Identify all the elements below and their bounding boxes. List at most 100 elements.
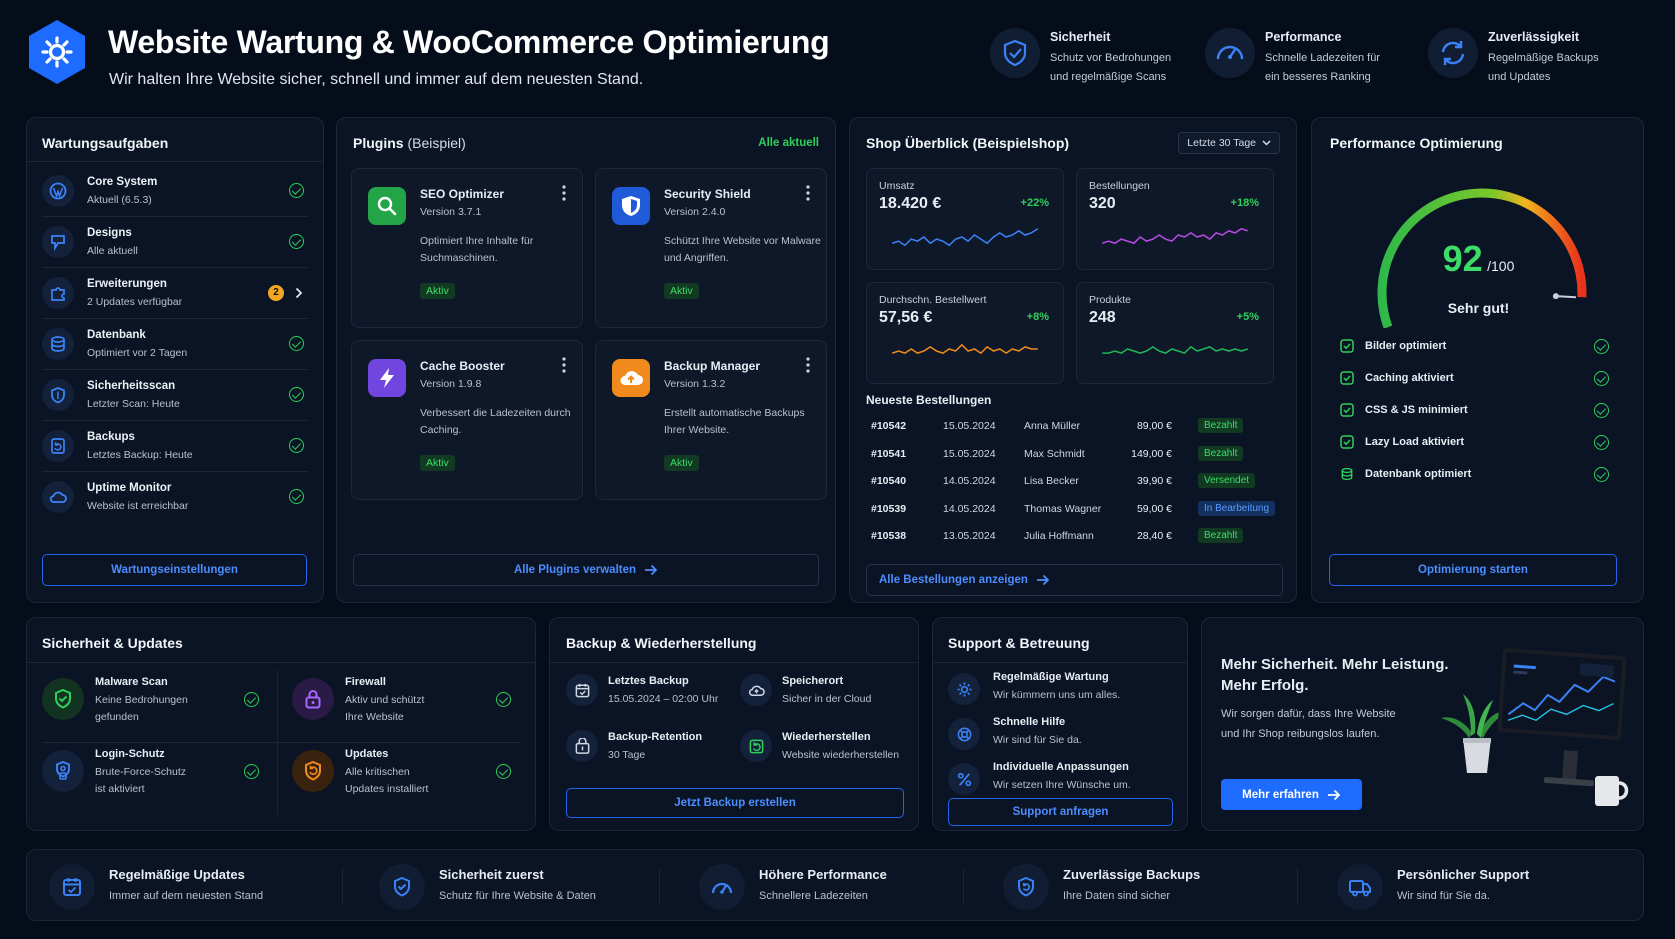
perf-item: CSS & JS minimiert [1312,401,1645,421]
more-menu-icon[interactable] [806,185,810,201]
check-icon [1594,467,1609,482]
user-lock-icon [42,750,84,792]
plugin-card[interactable]: Security Shield Version 2.4.0 Schützt Ih… [595,168,827,328]
support-item: Schnelle Hilfe Wir sind für Sie da. [948,713,1178,755]
plugin-description: Schützt Ihre Website vor Malware und Ang… [664,235,821,264]
feature-sicherheit: Sicherheit Schutz vor Bedrohungen und re… [990,26,1200,90]
backup-title: Backup & Wiederherstellung [566,635,757,651]
perf-item: Caching aktiviert [1312,369,1645,389]
button-label: Wartungseinstellungen [111,564,238,576]
promo-card: Mehr Sicherheit. Mehr Leistung. Mehr Erf… [1201,617,1644,831]
task-subtitle: Letzter Scan: Heute [87,398,180,410]
stat-change: +5% [1236,311,1259,323]
lock-icon [292,678,334,720]
check-icon [496,764,511,779]
shield-icon [612,187,650,225]
speedometer-icon [1205,28,1255,78]
lightning-icon [368,359,406,397]
security-item-sub: Alle kritischen [345,766,410,778]
plugin-name: Cache Booster [420,359,505,373]
sparkline [891,228,1039,247]
button-label: Jetzt Backup erstellen [674,797,796,809]
plugin-name: Security Shield [664,187,751,201]
plugins-title-suffix: (Beispiel) [407,135,466,151]
app-logo [26,18,88,86]
order-id: #10540 [871,475,907,487]
stat-value: 18.420 € [879,195,942,212]
security-card: Sicherheit & Updates Malware Scan Keine B… [26,617,536,831]
backup-item: Backup-Retention 30 Tage [566,728,736,774]
order-amount: 59,00 € [1136,502,1172,515]
performance-rating: Sehr gut! [1447,300,1510,316]
task-subtitle: Website ist erreichbar [87,500,189,512]
stat-value: 57,56 € [879,309,933,326]
score-max: /100 [1487,258,1515,274]
more-menu-icon[interactable] [806,357,810,373]
task-subtitle: Optimiert vor 2 Tagen [87,347,188,359]
wordpress-icon [42,175,74,207]
security-item-sub: Updates installiert [345,783,429,795]
footer-feature: Zuverlässige Backups Ihre Daten sind sich… [1003,860,1283,912]
footer-title: Persönlicher Support [1397,867,1530,882]
task-item[interactable]: Uptime Monitor Website ist erreichbar [27,472,323,523]
more-menu-icon[interactable] [562,357,566,373]
support-item: Regelmäßige Wartung Wir kümmern uns um al… [948,668,1178,710]
feature-line: Schutz vor Bedrohungen [1050,52,1172,64]
more-menu-icon[interactable] [562,185,566,201]
check-icon [289,336,304,351]
checkbox-icon [1340,403,1354,417]
task-item[interactable]: Core System Aktuell (6.5.3) [27,166,323,217]
all-orders-button[interactable]: Alle Bestellungen anzeigen [866,564,1283,596]
update-icon [292,750,334,792]
stat-label: Bestellungen [1089,180,1150,192]
order-row[interactable]: #10542 15.05.2024 Anna Müller 89,00 € Bezahl… [866,416,1283,438]
learn-more-button[interactable]: Mehr erfahren [1221,779,1362,810]
plugin-status-badge: Aktiv [420,455,455,471]
perf-item-label: Datenbank optimiert [1365,468,1472,480]
stat-label: Produkte [1089,294,1132,306]
date-range-select[interactable]: Letzte 30 Tage [1178,132,1280,154]
plugin-card[interactable]: Cache Booster Version 1.9.8 Verbessert d… [351,340,583,500]
gear-icon [948,673,980,705]
order-row[interactable]: #10539 14.05.2024 Thomas Wagner 59,00 € In B… [866,499,1283,521]
feature-line: und regelmäßige Scans [1050,71,1167,83]
backup-item-title: Wiederherstellen [782,731,871,743]
feature-performance: Performance Schnelle Ladezeiten für ein … [1205,26,1415,90]
performance-title: Performance Optimierung [1330,135,1503,151]
check-icon [289,387,304,402]
support-request-button[interactable]: Support anfragen [948,798,1173,826]
task-item[interactable]: Backups Letztes Backup: Heute [27,421,323,472]
plugins-status: Alle aktuell [758,137,819,149]
order-row[interactable]: #10541 15.05.2024 Max Schmidt 149,00 € Bezah… [866,444,1283,466]
order-row[interactable]: #10540 14.05.2024 Lisa Becker 39,90 € Versen… [866,471,1283,493]
security-item: Malware Scan Keine Bedrohungen gefunden [42,670,270,740]
percent-icon [948,763,980,795]
footer-feature: Regelmäßige Updates Immer auf dem neueste… [49,860,329,912]
plugin-card[interactable]: SEO Optimizer Version 3.7.1 Optimiert Ih… [351,168,583,328]
feature-line: ein besseres Ranking [1265,71,1371,83]
chevron-right-icon[interactable] [295,287,303,299]
plugin-description: Erstellt automatische Backups Ihrer Webs… [664,407,805,436]
order-row[interactable]: #10538 13.05.2024 Julia Hoffmann 28,40 € Bez… [866,526,1283,548]
task-item[interactable]: Sicherheitsscan Letzter Scan: Heute [27,370,323,421]
create-backup-button[interactable]: Jetzt Backup erstellen [566,788,904,818]
task-subtitle: Aktuell (6.5.3) [87,194,152,206]
footer-feature: Höhere Performance Schnellere Ladezeiten [699,860,979,912]
security-item-sub: ist aktiviert [95,783,145,795]
feature-title: Performance [1265,30,1342,44]
start-optimization-button[interactable]: Optimierung starten [1329,554,1617,586]
task-item[interactable]: Designs Alle aktuell [27,217,323,268]
order-customer: Julia Hoffmann [1024,530,1094,542]
manage-plugins-button[interactable]: Alle Plugins verwalten [353,554,819,586]
task-subtitle: 2 Updates verfügbar [87,296,183,308]
speedometer-icon [699,864,745,910]
sparkline [1102,345,1249,355]
perf-item-label: CSS & JS minimiert [1365,404,1468,416]
task-item[interactable]: Erweiterungen 2 Updates verfügbar 2 [27,268,323,319]
maintenance-settings-button[interactable]: Wartungseinstellungen [42,554,307,586]
plugin-card[interactable]: Backup Manager Version 1.3.2 Erstellt au… [595,340,827,500]
task-item[interactable]: Datenbank Optimiert vor 2 Tagen [27,319,323,370]
support-item-title: Regelmäßige Wartung [993,671,1109,683]
footer-subtitle: Schnellere Ladezeiten [759,890,868,902]
monitor-illustration [1441,648,1629,806]
